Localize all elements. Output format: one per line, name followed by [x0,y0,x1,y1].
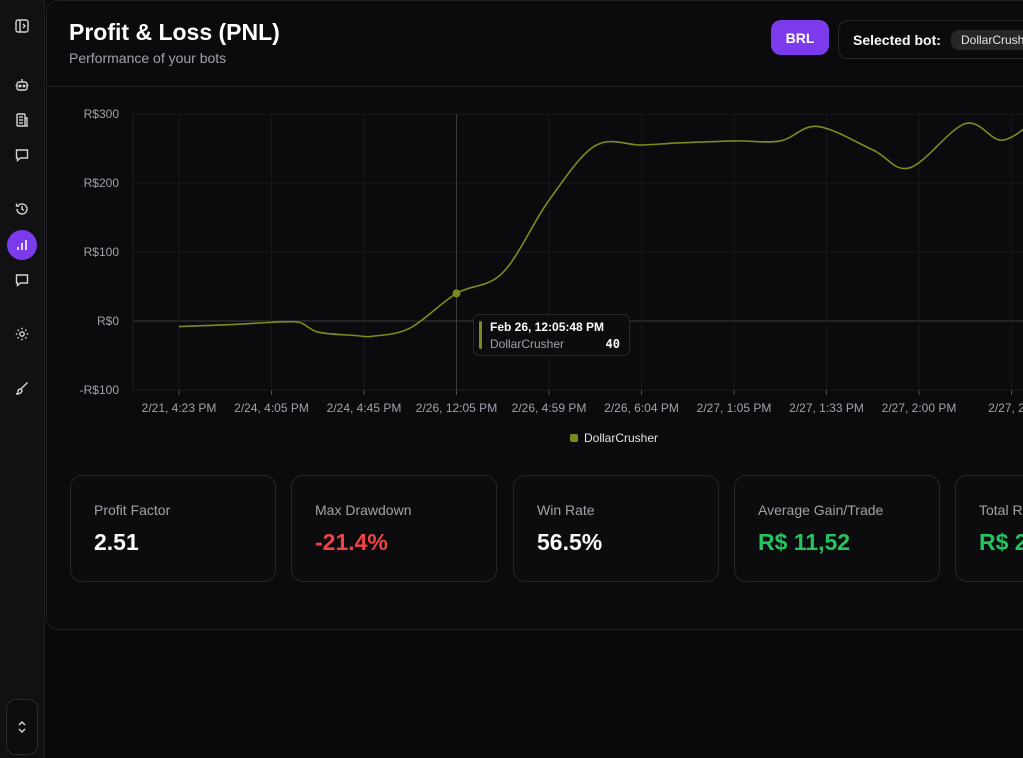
hover-point [452,289,461,298]
chart-legend[interactable]: DollarCrusher [570,431,658,445]
stat-value: 56.5% [537,529,603,555]
brush-icon[interactable] [7,373,37,403]
x-tick-label: 2/27, 2:00 PM [882,401,957,415]
x-tick-label: 2/27, 1:33 PM [789,401,864,415]
stat-card-max-drawdown: Max Drawdown -21.4% [291,475,497,582]
y-tick-label: R$200 [84,176,120,190]
tooltip-series-color [479,321,482,349]
y-tick-label: -R$100 [80,383,120,397]
page-title: Profit & Loss (PNL) [69,19,280,45]
history-icon[interactable] [7,194,37,224]
selected-bot-label: Selected bot: [853,32,941,48]
panel-toggle-icon[interactable] [7,11,37,41]
stat-label: Total R [979,502,1023,518]
stat-card-total: Total R R$ 2 [955,475,1023,582]
x-tick-label: 2/27, 2:4 [988,401,1023,415]
x-tick-label: 2/27, 1:05 PM [697,401,772,415]
stat-value: 2.51 [94,529,139,555]
selected-bot-value[interactable]: DollarCrusher [951,30,1023,50]
x-tick-label: 2/26, 12:05 PM [416,401,497,415]
legend-label: DollarCrusher [584,431,659,445]
y-tick-label: R$300 [84,107,120,121]
bot-selector[interactable]: Selected bot: DollarCrusher [838,20,1023,59]
stat-label: Profit Factor [94,502,171,518]
x-tick-label: 2/24, 4:45 PM [327,401,402,415]
stat-card-win-rate: Win Rate 56.5% [513,475,719,582]
y-tick-label: R$100 [84,245,120,259]
stat-value: R$ 2 [979,529,1023,555]
legend-swatch [570,434,578,442]
page-subtitle: Performance of your bots [69,50,227,66]
tooltip-series-name: DollarCrusher [490,337,565,351]
x-tick-label: 2/26, 6:04 PM [604,401,679,415]
bar-chart-icon[interactable] [7,230,37,260]
tooltip-date: Feb 26, 12:05:48 PM [490,320,605,334]
sidebar [0,0,45,758]
x-tick-label: 2/26, 4:59 PM [512,401,587,415]
pnl-chart: R$300 R$200 R$100 R$0 -R$100 2/21, 4:23 PM 2/2… [80,107,1023,415]
gear-icon[interactable] [7,319,37,349]
x-tick-label: 2/24, 4:05 PM [234,401,309,415]
bot-icon[interactable] [7,70,37,100]
series-line-dollarcrusher [178,122,1023,338]
chat-icon[interactable] [7,265,37,295]
stat-card-average-gain: Average Gain/Trade R$ 11,52 [734,475,940,582]
page-header: Profit & Loss (PNL) Performance of your … [46,0,1023,87]
stat-value: R$ 11,52 [758,529,851,555]
building-icon[interactable] [7,105,37,135]
x-tick-label: 2/21, 4:23 PM [142,401,217,415]
y-tick-label: R$0 [97,314,119,328]
stat-value: -21.4% [315,529,388,555]
tooltip-value: 40 [605,337,620,351]
currency-button[interactable]: BRL [771,20,829,55]
stat-label: Max Drawdown [315,502,412,518]
stat-label: Win Rate [537,502,595,518]
chat-icon[interactable] [7,140,37,170]
chevron-up-down-icon[interactable] [6,699,38,755]
stat-label: Average Gain/Trade [758,502,884,518]
chart-tooltip: Feb 26, 12:05:48 PM DollarCrusher 40 [473,314,630,356]
stat-card-profit-factor: Profit Factor 2.51 [70,475,276,582]
